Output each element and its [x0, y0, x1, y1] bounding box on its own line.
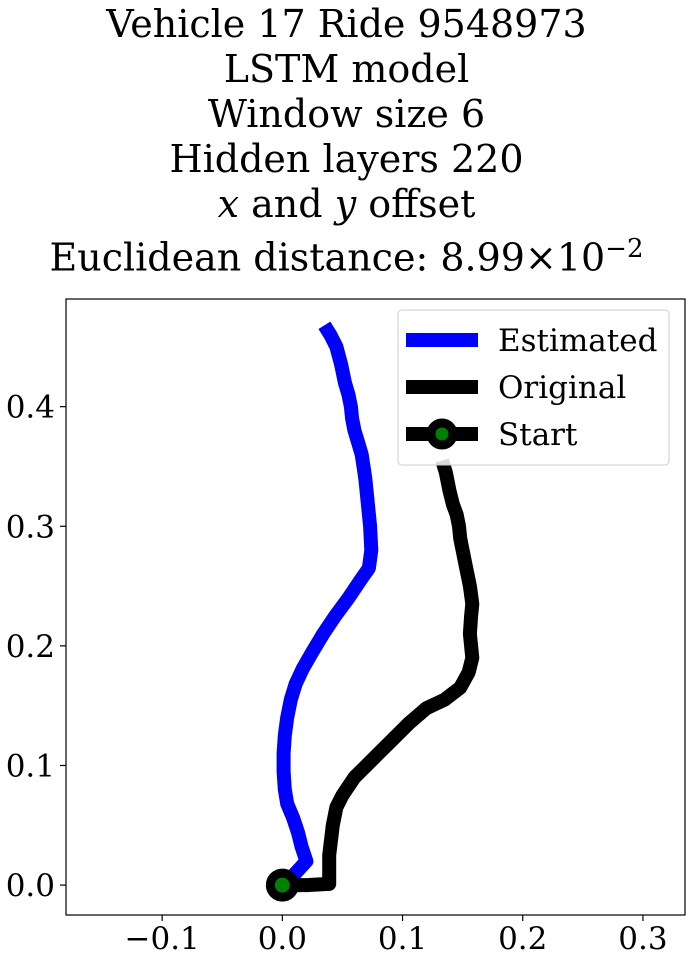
- title-line-2: LSTM model: [223, 47, 470, 91]
- title-distance-label: Euclidean distance:: [49, 235, 429, 280]
- series-layer: [276, 321, 480, 893]
- title-distance-mantissa: 8.99: [440, 235, 525, 280]
- title-var-x: x: [217, 182, 240, 226]
- title-var-y: y: [334, 182, 357, 226]
- title-distance-times: ×: [524, 235, 557, 280]
- title-line-offset: x and y offset: [0, 182, 693, 227]
- title-and: and: [251, 182, 323, 226]
- start-marker: [265, 868, 299, 902]
- axes-frame: [65, 298, 686, 916]
- y-axis-ticks: 0.0 0.1 0.2 0.3 0.4: [6, 390, 66, 904]
- legend: Estimated Original Start: [397, 309, 670, 466]
- chart-title: Vehicle 17 Ride 9548973 LSTM model Windo…: [0, 0, 693, 281]
- title-line-3: Window size 6: [207, 92, 486, 136]
- legend-marker-start: [426, 418, 458, 450]
- legend-label-estimated: Estimated: [498, 323, 657, 359]
- x-tick-label: 0.0: [258, 921, 307, 957]
- title-line-1: Vehicle 17 Ride 9548973: [106, 2, 587, 46]
- legend-label-start: Start: [498, 417, 578, 453]
- x-tick-label: 0.3: [618, 921, 667, 957]
- x-tick-label: −0.1: [125, 921, 200, 957]
- title-line-distance: Euclidean distance: 8.99×10−2: [0, 227, 693, 281]
- y-tick-label: 0.1: [6, 748, 55, 784]
- marker-layer: [265, 868, 299, 902]
- legend-label-original: Original: [498, 370, 626, 406]
- y-tick-label: 0.0: [6, 868, 55, 904]
- title-distance-exponent: −2: [605, 234, 644, 264]
- x-tick-label: 0.1: [378, 921, 427, 957]
- legend-box: [397, 309, 670, 466]
- y-tick-label: 0.4: [6, 390, 55, 426]
- series-line-original: [282, 458, 480, 893]
- y-tick-label: 0.2: [6, 629, 55, 665]
- title-offset-word: offset: [368, 182, 476, 226]
- x-tick-label: 0.2: [498, 921, 547, 957]
- y-tick-label: 0.3: [6, 509, 55, 545]
- title-distance-base: 10: [556, 235, 606, 280]
- title-line-4: Hidden layers 220: [169, 137, 524, 181]
- series-line-estimated: [276, 321, 379, 891]
- x-axis-ticks: −0.1 0.0 0.1 0.2 0.3: [125, 915, 668, 957]
